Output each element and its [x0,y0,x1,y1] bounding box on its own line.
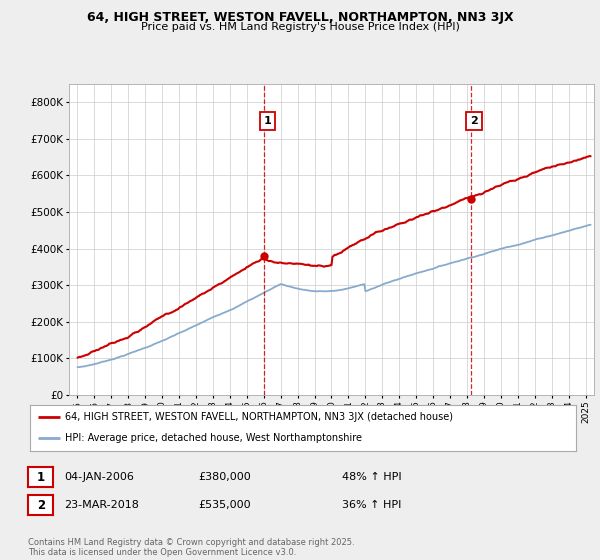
Text: 23-MAR-2018: 23-MAR-2018 [64,500,139,510]
Text: 48% ↑ HPI: 48% ↑ HPI [342,472,401,482]
Text: 1: 1 [263,116,271,127]
Text: 64, HIGH STREET, WESTON FAVELL, NORTHAMPTON, NN3 3JX: 64, HIGH STREET, WESTON FAVELL, NORTHAMP… [86,11,514,24]
Text: 1: 1 [37,470,45,484]
Text: £380,000: £380,000 [198,472,251,482]
Text: 04-JAN-2006: 04-JAN-2006 [64,472,134,482]
Text: Contains HM Land Registry data © Crown copyright and database right 2025.
This d: Contains HM Land Registry data © Crown c… [28,538,355,557]
Text: 64, HIGH STREET, WESTON FAVELL, NORTHAMPTON, NN3 3JX (detached house): 64, HIGH STREET, WESTON FAVELL, NORTHAMP… [65,412,454,422]
Text: 2: 2 [37,498,45,512]
Text: 2: 2 [470,116,478,127]
Text: HPI: Average price, detached house, West Northamptonshire: HPI: Average price, detached house, West… [65,433,362,444]
Text: Price paid vs. HM Land Registry's House Price Index (HPI): Price paid vs. HM Land Registry's House … [140,22,460,32]
Text: 36% ↑ HPI: 36% ↑ HPI [342,500,401,510]
Text: £535,000: £535,000 [198,500,251,510]
